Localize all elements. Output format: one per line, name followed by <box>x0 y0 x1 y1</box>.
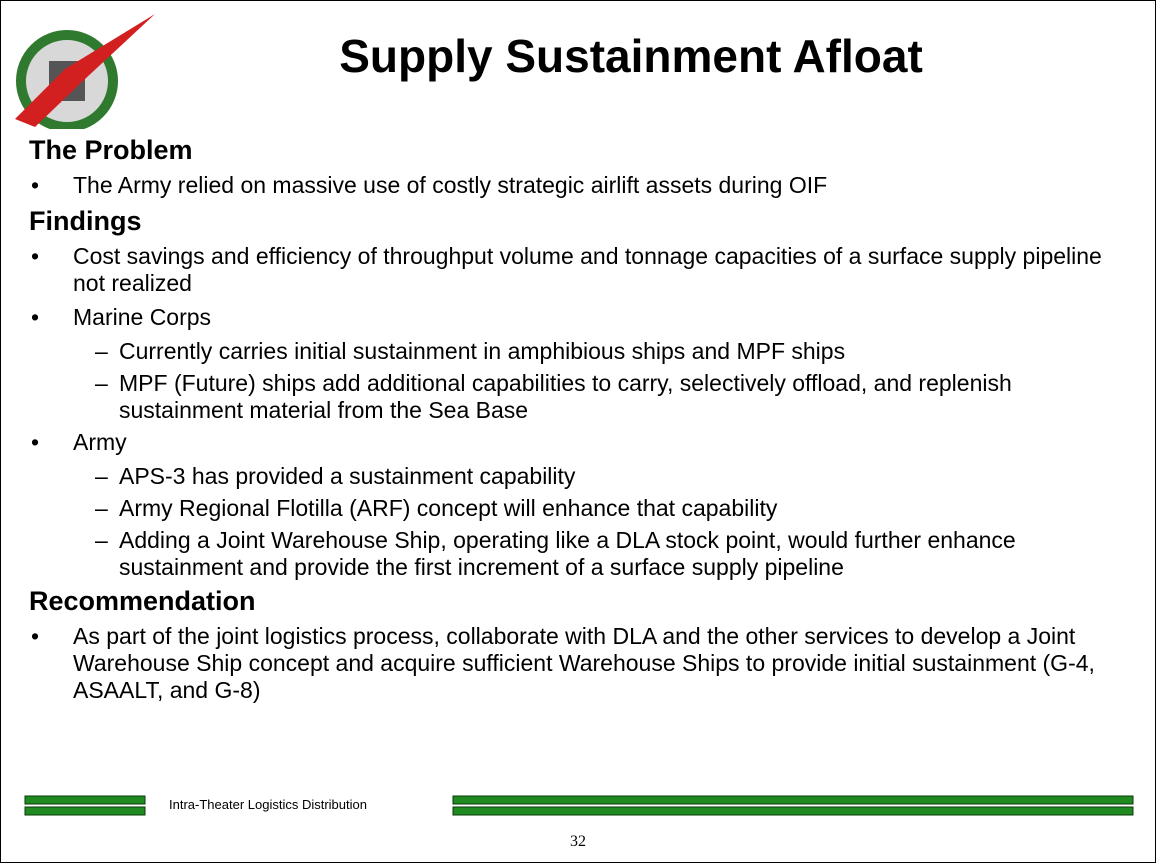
content: The Problem The Army relied on massive us… <box>29 135 1139 711</box>
bullet: The Army relied on massive use of costly… <box>29 172 1139 199</box>
footer-text: Intra-Theater Logistics Distribution <box>169 797 367 812</box>
bullet: As part of the joint logistics process, … <box>29 623 1139 704</box>
logo <box>15 14 155 129</box>
section-heading: The Problem <box>29 135 193 165</box>
title: Supply Sustainment Afloat <box>339 30 923 82</box>
sub-bullet: APS-3 has provided a sustainment capabil… <box>29 463 1139 490</box>
page-number: 32 <box>570 833 586 850</box>
bullet: Marine Corps <box>29 304 1139 331</box>
footer-bars <box>24 795 1134 816</box>
sub-bullet: Currently carries initial sustainment in… <box>29 338 1139 365</box>
bullet: Cost savings and efficiency of throughpu… <box>29 243 1139 297</box>
section-heading: Recommendation <box>29 586 256 616</box>
sub-bullet: Army Regional Flotilla (ARF) concept wil… <box>29 495 1139 522</box>
section-heading: Findings <box>29 206 142 236</box>
sub-bullet: Adding a Joint Warehouse Ship, operating… <box>29 527 1139 581</box>
sub-bullet: MPF (Future) ships add additional capabi… <box>29 370 1139 424</box>
bullet: Army <box>29 429 1139 456</box>
